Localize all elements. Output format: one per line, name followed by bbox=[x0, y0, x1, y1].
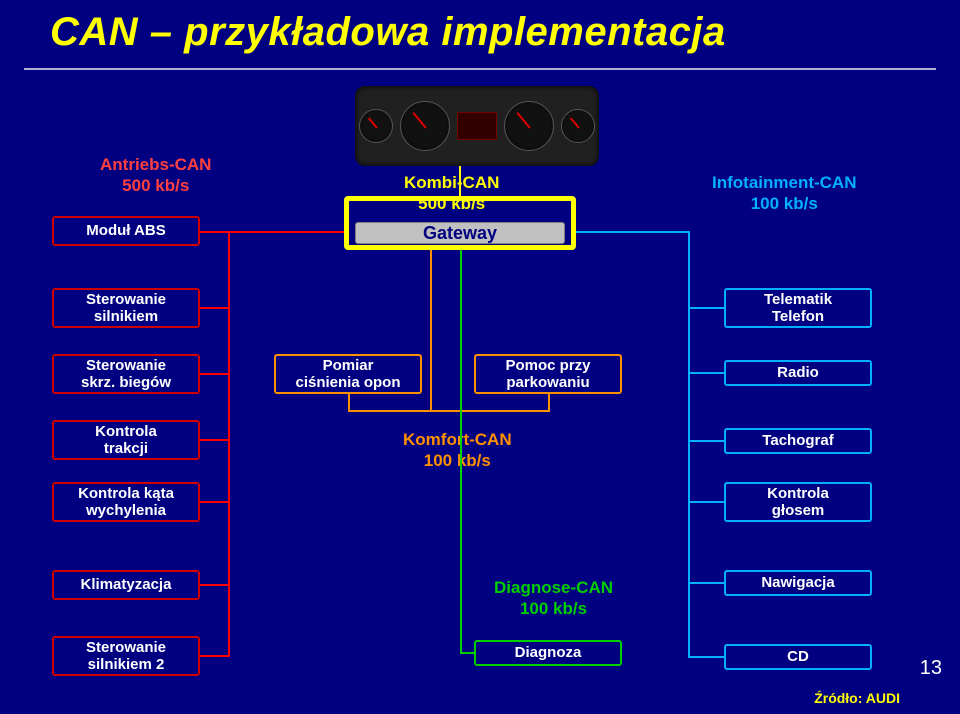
module-opon: Pomiarciśnienia opon bbox=[274, 354, 422, 394]
bus-label-info: Infotainment-CAN100 kb/s bbox=[712, 172, 856, 215]
line-red bbox=[200, 373, 228, 375]
line-orange bbox=[548, 394, 550, 412]
module-diag: Diagnoza bbox=[474, 640, 622, 666]
module-silnik2: Sterowaniesilnikiem 2 bbox=[52, 636, 200, 676]
line-red bbox=[200, 307, 228, 309]
line-kombi bbox=[459, 166, 461, 196]
module-park: Pomoc przyparkowaniu bbox=[474, 354, 622, 394]
source-label: Źródło: AUDI bbox=[814, 690, 900, 706]
module-tacho: Tachograf bbox=[724, 428, 872, 454]
line-red bbox=[200, 439, 228, 441]
module-radio: Radio bbox=[724, 360, 872, 386]
line-blue bbox=[688, 231, 690, 656]
module-trakcji: Kontrolatrakcji bbox=[52, 420, 200, 460]
line-red bbox=[228, 231, 230, 655]
line-blue bbox=[576, 231, 690, 233]
title-underline bbox=[24, 68, 936, 70]
module-kat: Kontrola kątawychylenia bbox=[52, 482, 200, 522]
gateway-label: Gateway bbox=[355, 222, 565, 244]
dash-center-icon bbox=[457, 112, 497, 140]
line-blue bbox=[688, 501, 724, 503]
line-red bbox=[200, 655, 230, 657]
module-telematik: TelematikTelefon bbox=[724, 288, 872, 328]
line-red bbox=[200, 231, 228, 233]
line-blue bbox=[688, 440, 724, 442]
module-glos: Kontrolagłosem bbox=[724, 482, 872, 522]
bus-label-komfort: Komfort-CAN100 kb/s bbox=[403, 429, 512, 472]
bus-label-antriebs: Antriebs-CAN500 kb/s bbox=[100, 154, 211, 197]
gauge-icon bbox=[359, 109, 393, 143]
line-orange bbox=[348, 410, 548, 412]
page-number: 13 bbox=[920, 657, 942, 680]
page-title: CAN – przykładowa implementacja bbox=[50, 10, 726, 55]
bus-label-diagnose: Diagnose-CAN100 kb/s bbox=[494, 577, 613, 620]
bus-label-kombi: Kombi-CAN500 kb/s bbox=[404, 172, 499, 215]
module-abs: Moduł ABS bbox=[52, 216, 200, 246]
dashboard-image bbox=[355, 86, 599, 166]
line-blue bbox=[688, 582, 724, 584]
line-green bbox=[460, 250, 462, 652]
line-red bbox=[228, 231, 344, 233]
line-red bbox=[200, 501, 228, 503]
line-red bbox=[200, 584, 228, 586]
line-blue bbox=[688, 372, 724, 374]
module-cd: CD bbox=[724, 644, 872, 670]
line-orange bbox=[430, 250, 432, 410]
line-blue bbox=[688, 656, 724, 658]
line-green bbox=[460, 652, 474, 654]
gauge-icon bbox=[504, 101, 554, 151]
module-klima: Klimatyzacja bbox=[52, 570, 200, 600]
module-nawig: Nawigacja bbox=[724, 570, 872, 596]
line-orange bbox=[348, 394, 350, 412]
line-blue bbox=[688, 307, 724, 309]
module-silnik: Sterowaniesilnikiem bbox=[52, 288, 200, 328]
module-skrz: Sterowanieskrz. biegów bbox=[52, 354, 200, 394]
gauge-icon bbox=[561, 109, 595, 143]
gauge-icon bbox=[400, 101, 450, 151]
